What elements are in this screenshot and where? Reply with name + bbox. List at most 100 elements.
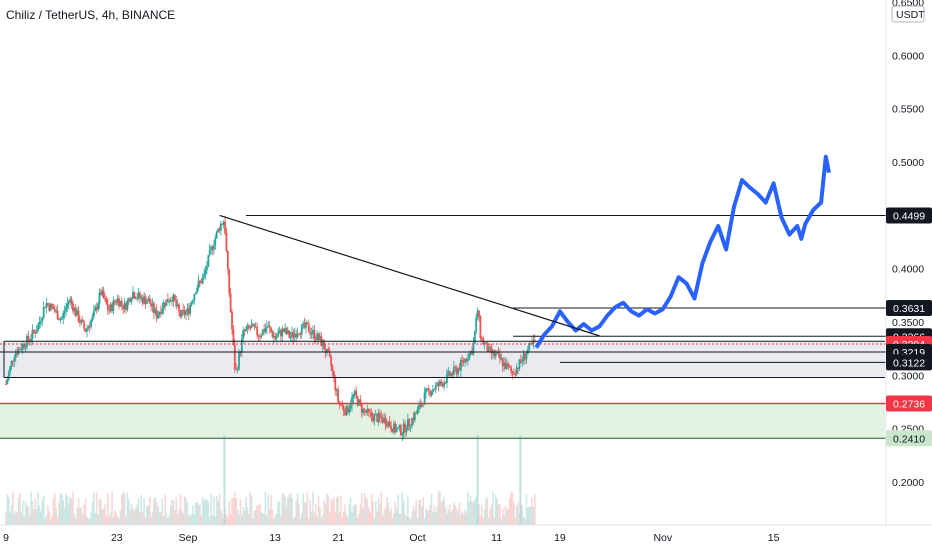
candle-body [264, 328, 267, 332]
price-tag: 0.3631 [886, 300, 932, 317]
candle-body [306, 322, 309, 325]
volume-bar [217, 501, 219, 525]
candle-body [370, 412, 373, 417]
candle-body [373, 414, 376, 422]
tags-layer: 0.44990.36310.33660.32940.32190.31220.27… [886, 207, 932, 447]
volume-bar [51, 515, 53, 525]
volume-bar [527, 507, 529, 525]
candle-body [104, 298, 106, 300]
candle-body [285, 328, 288, 334]
volume-bar [14, 511, 17, 525]
candle-body [53, 309, 56, 312]
candle-body [514, 374, 517, 376]
volume-bar [291, 497, 293, 525]
volume-bar [146, 506, 148, 525]
volume-bar [263, 514, 265, 525]
volume-bar [144, 517, 147, 525]
candle-body [180, 309, 183, 317]
candle-body [164, 302, 166, 307]
candle-body [38, 322, 41, 326]
volume-bar [31, 501, 34, 525]
volume-bar [367, 507, 370, 525]
volume-bar [289, 492, 292, 525]
candle-body [493, 350, 496, 357]
volume-bar [80, 507, 83, 525]
candle-body [70, 298, 73, 304]
volume-bar [38, 505, 41, 525]
x-tick-label: 21 [333, 532, 345, 544]
candle-body [367, 408, 370, 412]
volume-bar [200, 515, 203, 525]
volume-bar [326, 493, 328, 525]
candle-body [225, 232, 228, 251]
candle-body [46, 303, 49, 305]
candle-body [63, 311, 66, 314]
candle-body [356, 396, 359, 406]
candle-body [532, 340, 535, 344]
candle-body [324, 349, 327, 353]
candle-body [48, 304, 51, 311]
candle-body [392, 423, 395, 433]
candle-body [461, 359, 464, 361]
volume-bar [6, 494, 9, 525]
candle-body [395, 428, 398, 432]
candle-body [155, 309, 158, 319]
candle-body [34, 331, 37, 334]
price-tag: 0.2410 [886, 430, 932, 447]
candle-body [429, 390, 432, 396]
volume-bar [154, 496, 157, 525]
candle-body [13, 357, 16, 361]
volume-bar [471, 501, 473, 525]
candle-body [359, 399, 362, 404]
price-tag-box [886, 430, 932, 447]
volume-bar [464, 509, 466, 525]
candle-body [16, 352, 19, 355]
candle-body [398, 425, 401, 428]
volume-bar [430, 493, 433, 525]
candle-body [172, 294, 175, 302]
volume-bar [87, 518, 90, 525]
volume-bar [119, 510, 122, 525]
volume-bar [76, 508, 78, 525]
candle-body [310, 333, 313, 335]
candle-body [200, 281, 203, 284]
candle-body [443, 382, 446, 387]
volume-bar [59, 493, 62, 525]
candle-body [296, 333, 299, 338]
volume-bar [345, 514, 348, 525]
volume-bar [187, 515, 190, 525]
candle-body [238, 352, 240, 369]
candle-body [33, 329, 35, 332]
volume-bar [270, 494, 272, 525]
candle-body [194, 292, 197, 295]
volume-bar [199, 504, 201, 525]
volume-bar [415, 500, 418, 525]
volume-bar [229, 513, 232, 525]
volume-bar [443, 496, 445, 525]
candle-body [79, 321, 81, 323]
candle-body [243, 329, 246, 332]
candle-body [147, 298, 150, 302]
volume-bar [140, 494, 143, 525]
candle-body [148, 298, 151, 304]
candle-body [386, 424, 388, 427]
volume-bar [26, 505, 28, 525]
price-tag: 0.2736 [886, 395, 932, 412]
candle-body [416, 409, 419, 414]
volume-bar [386, 497, 388, 525]
candle-body [384, 417, 387, 425]
volume-bar [485, 498, 487, 525]
price-tag-box [886, 300, 932, 317]
candle-body [504, 362, 507, 370]
volume-bar [439, 491, 441, 525]
candle-body [236, 368, 239, 370]
volume-bar [342, 511, 345, 525]
candle-body [415, 412, 418, 414]
candle-body [475, 317, 478, 332]
candle-body [419, 404, 422, 407]
volume-bar [515, 506, 518, 525]
candle-body [326, 349, 328, 353]
candle-body [319, 336, 321, 340]
volume-bar [33, 508, 35, 525]
